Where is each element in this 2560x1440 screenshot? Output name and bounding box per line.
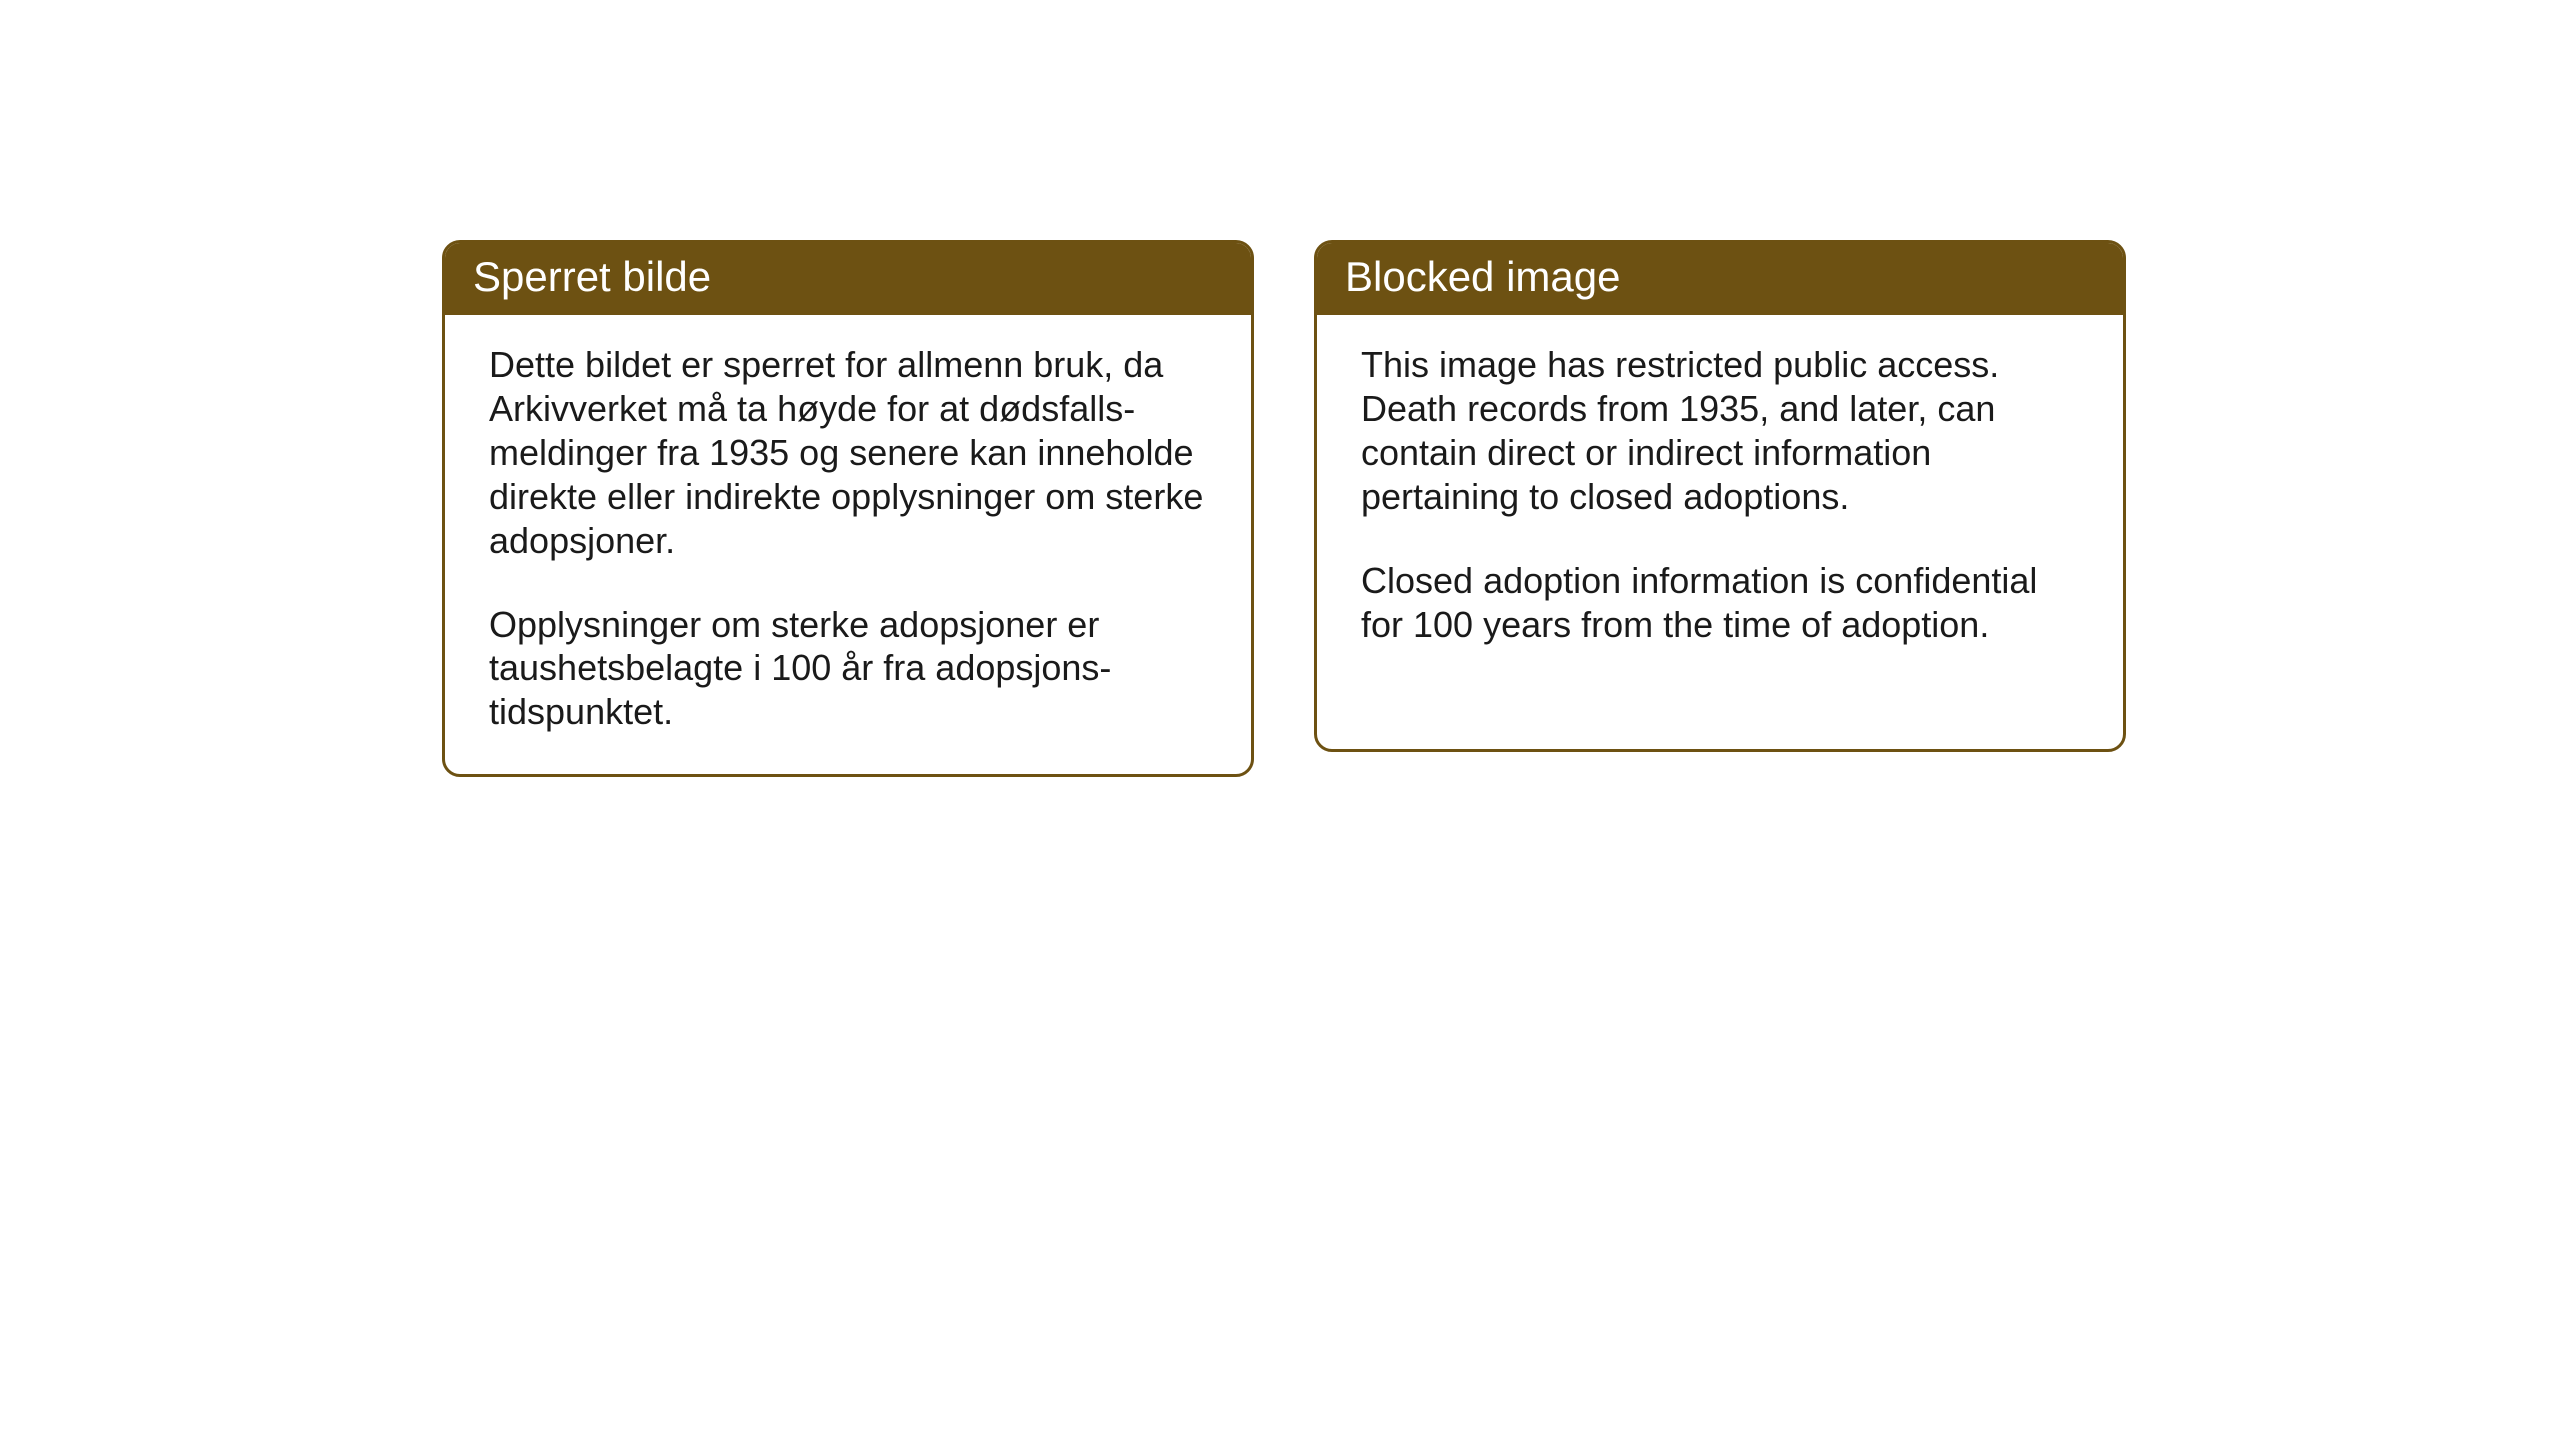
card-norwegian-paragraph2: Opplysninger om sterke adopsjoner er tau… (489, 603, 1207, 735)
card-english-header: Blocked image (1317, 243, 2123, 315)
card-norwegian-paragraph1: Dette bildet er sperret for allmenn bruk… (489, 343, 1207, 563)
card-english: Blocked image This image has restricted … (1314, 240, 2126, 752)
card-norwegian-header: Sperret bilde (445, 243, 1251, 315)
card-english-paragraph1: This image has restricted public access.… (1361, 343, 2079, 519)
card-english-paragraph2: Closed adoption information is confident… (1361, 559, 2079, 647)
card-norwegian: Sperret bilde Dette bildet er sperret fo… (442, 240, 1254, 777)
card-english-title: Blocked image (1345, 253, 1620, 300)
card-norwegian-title: Sperret bilde (473, 253, 711, 300)
card-english-body: This image has restricted public access.… (1317, 315, 2123, 686)
card-norwegian-body: Dette bildet er sperret for allmenn bruk… (445, 315, 1251, 774)
notice-container: Sperret bilde Dette bildet er sperret fo… (442, 240, 2126, 777)
